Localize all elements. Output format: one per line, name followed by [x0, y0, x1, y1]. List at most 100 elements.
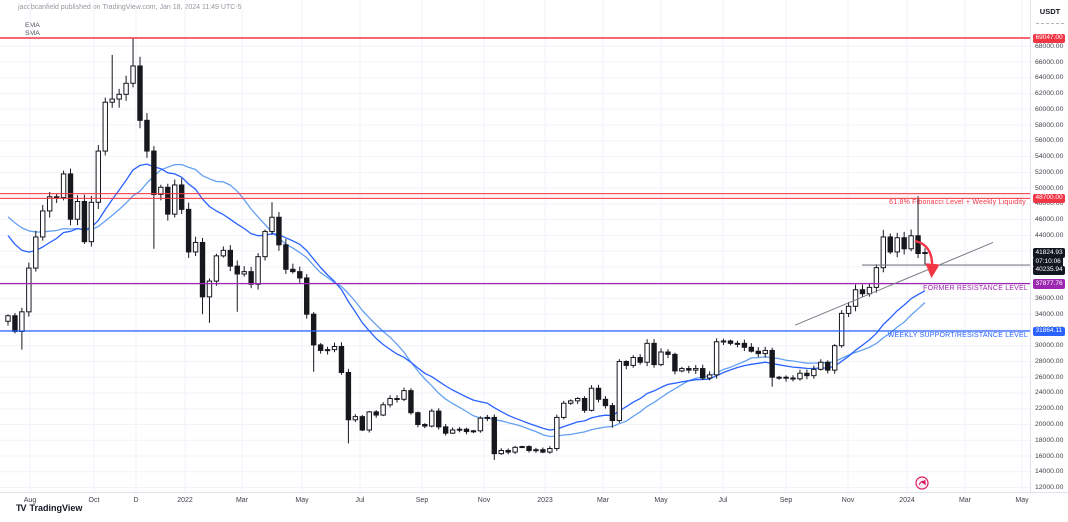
candle-body	[866, 286, 873, 295]
candle-body	[769, 349, 775, 378]
candle-body	[304, 277, 310, 315]
candle-body	[727, 340, 734, 344]
candle-body	[797, 372, 803, 380]
candle-body	[651, 342, 657, 366]
candle-body	[581, 397, 588, 411]
price-tick-label: 64000.00	[1035, 74, 1064, 82]
sma-line[interactable]	[7, 163, 926, 438]
candle-body	[922, 252, 928, 255]
sma-legend-label[interactable]: SMA	[25, 29, 40, 37]
candle-body	[706, 374, 713, 379]
candle-body	[838, 312, 845, 347]
candle-body	[693, 368, 699, 371]
candle-body	[686, 368, 692, 371]
time-axis-label: Mar	[958, 497, 972, 504]
candle-body	[762, 349, 768, 355]
candle-body	[574, 397, 581, 402]
candle-body	[595, 387, 602, 400]
fib-level-price-badge: 48700.00	[1033, 193, 1066, 204]
indicator-legend[interactable]: EMA SMA	[25, 22, 40, 37]
candle-body	[151, 150, 157, 195]
candle-body	[720, 340, 727, 343]
price-tick-label: 20000.00	[1035, 421, 1064, 428]
time-axis-label: Mar	[235, 497, 249, 504]
breakdown-arrow[interactable]	[914, 239, 940, 279]
candle-body	[755, 350, 761, 355]
drawings-layer[interactable]	[914, 239, 940, 490]
candle-body	[123, 82, 129, 95]
candle-body	[477, 417, 484, 432]
candle-body	[116, 93, 122, 100]
candle-body	[915, 235, 921, 255]
ath-price-badge: 69047.00	[1033, 33, 1066, 43]
candle-body	[338, 345, 345, 373]
price-tick-label: 26000.00	[1035, 373, 1064, 381]
pink-circle-marker[interactable]	[915, 476, 929, 490]
candle-body	[366, 411, 372, 431]
moving-averages[interactable]	[7, 163, 926, 438]
candle-body	[568, 400, 574, 404]
price-axis[interactable]: USDT 68000.00 66000.00 64000.00 62000.00 600…	[1030, 0, 1068, 492]
candle-body	[12, 315, 18, 333]
candle-body	[470, 430, 477, 433]
rising-trendline[interactable]	[794, 242, 994, 326]
candle-body	[234, 265, 240, 275]
candle-body	[81, 200, 88, 243]
candle-body	[213, 255, 220, 282]
candle-body	[588, 387, 595, 411]
time-axis-label: 2022	[177, 497, 193, 504]
candle-body	[422, 424, 428, 427]
pink-marker-arrow-icon	[918, 479, 926, 486]
candle-body	[540, 449, 546, 453]
price-tick-label: 12000.00	[1035, 484, 1064, 492]
former-resistance-annotation[interactable]: FORMER RESISTANCE LEVEL	[923, 285, 1028, 292]
candle-body	[859, 289, 866, 295]
time-axis-label: D	[133, 497, 139, 504]
horizontal-levels[interactable]	[0, 37, 1030, 332]
price-tick-label: 62000.00	[1035, 90, 1064, 98]
candle-body	[74, 200, 81, 220]
time-axis[interactable]: Aug Oct D 2022 Mar May Jul Sep Nov 2023 Mar May Jul S…	[0, 492, 1068, 522]
candle-body	[26, 267, 32, 313]
candle-body	[67, 173, 74, 220]
price-tick-label: 30000.00	[1035, 342, 1064, 350]
candle-body	[262, 230, 268, 258]
candle-body	[700, 368, 706, 379]
candle-body	[310, 313, 317, 346]
price-tick-label: 44000.00	[1035, 231, 1064, 239]
chart-canvas[interactable]	[0, 0, 1030, 492]
candle-body	[547, 448, 553, 453]
candle-body	[880, 236, 887, 269]
weekly-support-resistance-annotation[interactable]: WEEKLY SUPPORT/RESISTANCE LEVEL	[887, 332, 1028, 339]
candle-body	[776, 376, 782, 379]
candle-body	[505, 450, 511, 453]
candle-body	[408, 390, 414, 414]
ema-legend-label[interactable]: EMA	[25, 22, 40, 29]
candle-body	[845, 305, 852, 314]
candles-layer	[5, 38, 928, 460]
candle-body	[158, 186, 164, 195]
time-axis-label: Oct	[88, 497, 100, 504]
candle-body	[644, 342, 650, 363]
candle-body	[206, 280, 213, 298]
price-tick-label: 52000.00	[1035, 168, 1064, 176]
tradingview-logo-text: TradingView	[29, 503, 83, 513]
candle-body	[609, 405, 616, 422]
candle-body	[269, 216, 275, 232]
time-axis-label: Aug	[23, 497, 37, 504]
ray-price-badge: 40235.94	[1033, 265, 1066, 275]
price-tick-label: 14000.00	[1035, 468, 1064, 476]
price-axis-currency: USDT	[1039, 7, 1061, 16]
tradingview-logo[interactable]: TV TradingView	[16, 503, 82, 513]
candle-body	[442, 426, 449, 434]
time-axis-label: 2024	[899, 497, 915, 504]
candle-body	[436, 410, 442, 428]
candle-body	[359, 416, 365, 431]
fib-liquidity-annotation[interactable]: 61.8% Fibonacci Level + Weekly Liquidity	[889, 199, 1026, 206]
price-tick-label: 18000.00	[1035, 436, 1064, 444]
price-tick-label: 50000.00	[1035, 184, 1064, 192]
candle-body	[192, 241, 199, 253]
candle-body	[276, 216, 282, 246]
candle-body	[185, 208, 192, 253]
